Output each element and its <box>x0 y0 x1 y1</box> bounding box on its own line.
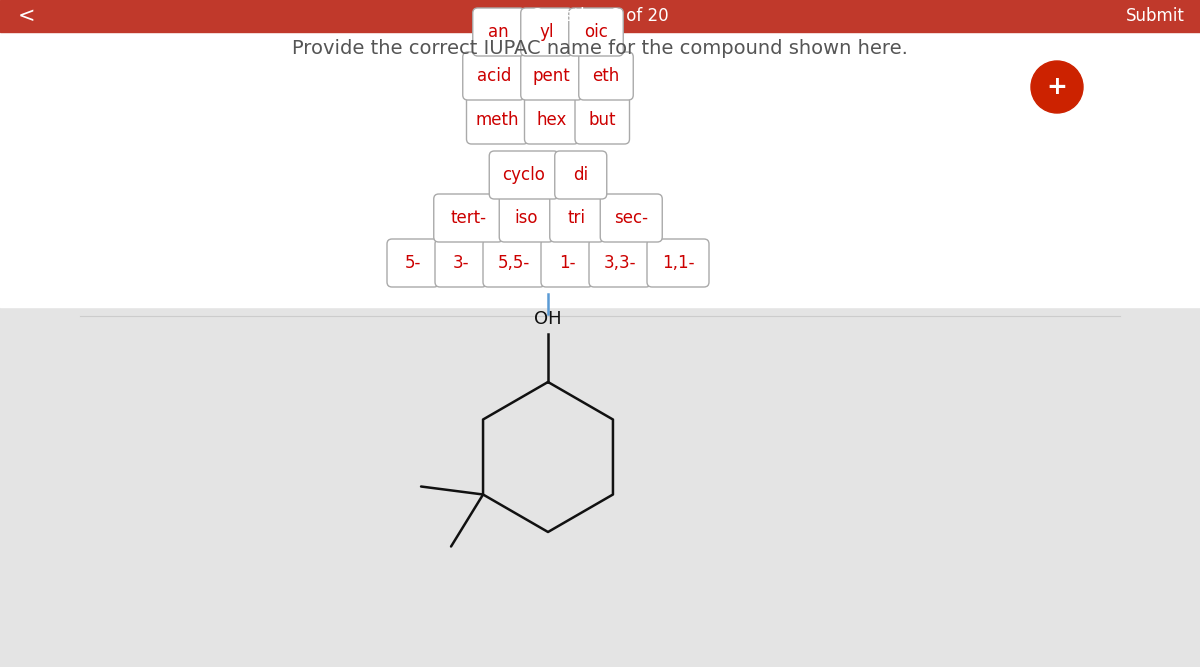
Text: acid: acid <box>476 67 511 85</box>
Text: yl: yl <box>540 23 554 41</box>
Circle shape <box>1031 61 1084 113</box>
Text: 3-: 3- <box>452 254 469 272</box>
FancyBboxPatch shape <box>473 8 524 56</box>
FancyBboxPatch shape <box>490 151 559 199</box>
Text: eth: eth <box>593 67 619 85</box>
FancyBboxPatch shape <box>550 194 605 242</box>
FancyBboxPatch shape <box>541 239 593 287</box>
Text: hex: hex <box>536 111 566 129</box>
Text: +: + <box>1046 75 1068 99</box>
FancyBboxPatch shape <box>554 151 607 199</box>
FancyBboxPatch shape <box>467 96 528 144</box>
Text: Submit: Submit <box>1126 7 1186 25</box>
Text: Question 9 of 20: Question 9 of 20 <box>532 7 668 25</box>
Text: iso: iso <box>515 209 539 227</box>
Text: 5-: 5- <box>404 254 421 272</box>
FancyBboxPatch shape <box>575 96 630 144</box>
FancyBboxPatch shape <box>482 239 545 287</box>
Text: Provide the correct IUPAC name for the compound shown here.: Provide the correct IUPAC name for the c… <box>292 39 908 57</box>
Text: pent: pent <box>533 67 571 85</box>
Text: di: di <box>574 166 588 184</box>
FancyBboxPatch shape <box>386 239 439 287</box>
FancyBboxPatch shape <box>499 194 553 242</box>
Text: OH: OH <box>534 310 562 328</box>
FancyBboxPatch shape <box>647 239 709 287</box>
Text: oic: oic <box>584 23 608 41</box>
FancyBboxPatch shape <box>521 8 572 56</box>
Text: meth: meth <box>475 111 520 129</box>
Text: sec-: sec- <box>614 209 648 227</box>
Text: 3,3-: 3,3- <box>604 254 636 272</box>
Text: but: but <box>588 111 616 129</box>
Text: tert-: tert- <box>450 209 486 227</box>
Text: an: an <box>488 23 509 41</box>
Bar <box>0 307 1200 667</box>
FancyBboxPatch shape <box>600 194 662 242</box>
FancyBboxPatch shape <box>569 8 623 56</box>
FancyBboxPatch shape <box>521 52 583 100</box>
Text: 1,1-: 1,1- <box>661 254 695 272</box>
Text: <: < <box>18 6 36 26</box>
FancyBboxPatch shape <box>436 239 487 287</box>
Text: cyclo: cyclo <box>503 166 546 184</box>
FancyBboxPatch shape <box>433 194 503 242</box>
FancyBboxPatch shape <box>524 96 580 144</box>
Text: 1-: 1- <box>559 254 575 272</box>
FancyBboxPatch shape <box>578 52 634 100</box>
FancyBboxPatch shape <box>463 52 524 100</box>
FancyBboxPatch shape <box>589 239 650 287</box>
Text: 5,5-: 5,5- <box>498 254 530 272</box>
Text: tri: tri <box>568 209 586 227</box>
Bar <box>0 0 1200 32</box>
Bar <box>0 32 1200 307</box>
